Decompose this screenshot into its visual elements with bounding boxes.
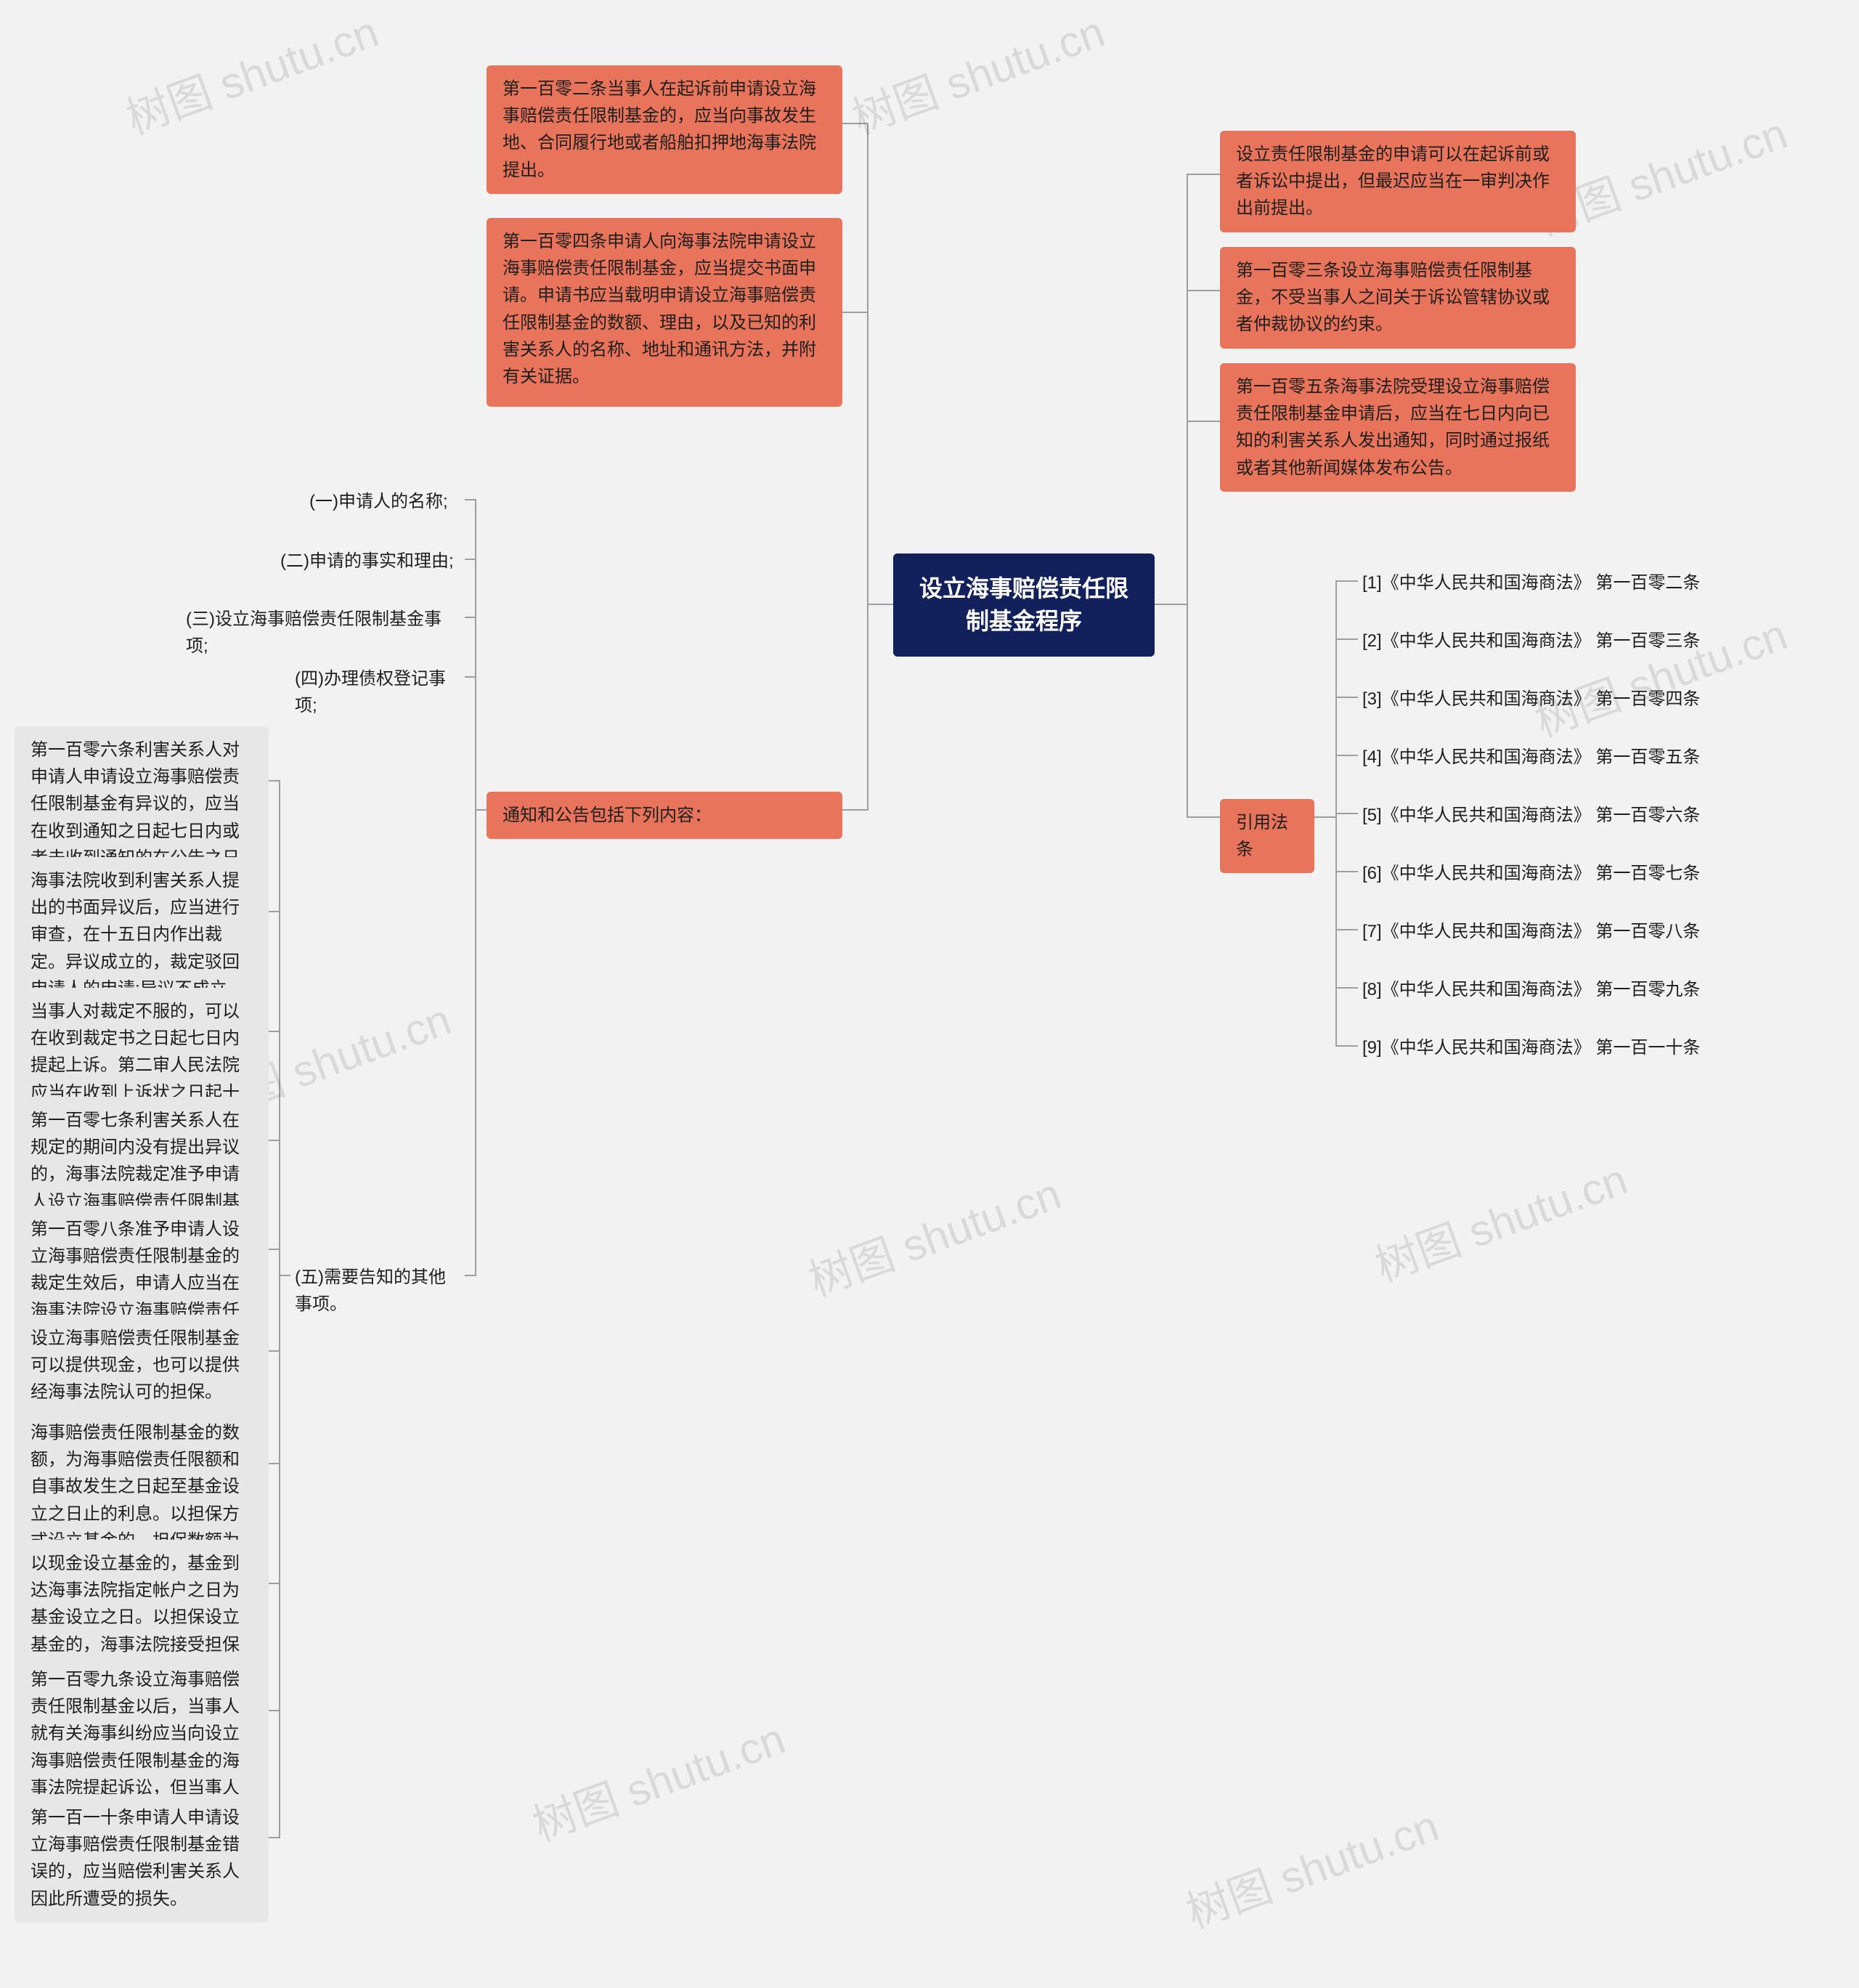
node-C5[interactable]: [5]《中华人民共和国海商法》 第一百零六条 (1358, 799, 1736, 832)
node-C1[interactable]: [1]《中华人民共和国海商法》 第一百零二条 (1358, 567, 1736, 599)
node-C7[interactable]: [7]《中华人民共和国海商法》 第一百零八条 (1358, 915, 1736, 948)
mindmap-canvas: 树图 shutu.cn 树图 shutu.cn 树图 shutu.cn 树图 shut… (0, 0, 1859, 1988)
node-C3[interactable]: [3]《中华人民共和国海商法》 第一百零四条 (1358, 683, 1736, 715)
node-R3[interactable]: 第一百零五条海事法院受理设立海事赔偿责任限制基金申请后，应当在七日内向已知的利害… (1220, 363, 1576, 492)
node-C2[interactable]: [2]《中华人民共和国海商法》 第一百零三条 (1358, 625, 1736, 657)
node-D10[interactable]: 第一百一十条申请人申请设立海事赔偿责任限制基金错误的，应当赔偿利害关系人因此所遭… (15, 1794, 269, 1923)
root-node[interactable]: 设立海事赔偿责任限制基金程序 (893, 553, 1155, 657)
node-R2[interactable]: 第一百零三条设立海事赔偿责任限制基金，不受当事人之间关于诉讼管辖协议或者仲裁协议… (1220, 247, 1576, 349)
node-D6[interactable]: 设立海事赔偿责任限制基金可以提供现金，也可以提供经海事法院认可的担保。 (15, 1315, 269, 1416)
node-L2[interactable]: 第一百零四条申请人向海事法院申请设立海事赔偿责任限制基金，应当提交书面申请。申请… (487, 218, 842, 407)
node-C9[interactable]: [9]《中华人民共和国海商法》 第一百一十条 (1358, 1031, 1736, 1064)
watermark: 树图 shutu.cn (1176, 1791, 1446, 1941)
node-LC4[interactable]: (四)办理债权登记事项; (290, 662, 465, 722)
watermark: 树图 shutu.cn (1525, 600, 1794, 750)
watermark: 树图 shutu.cn (116, 0, 386, 147)
node-C6[interactable]: [6]《中华人民共和国海商法》 第一百零七条 (1358, 857, 1736, 890)
node-L1[interactable]: 第一百零二条当事人在起诉前申请设立海事赔偿责任限制基金的，应当向事故发生地、合同… (487, 65, 842, 194)
node-LC[interactable]: 通知和公告包括下列内容： (487, 792, 842, 839)
node-RC[interactable]: 引用法条 (1220, 799, 1314, 873)
watermark: 树图 shutu.cn (799, 1159, 1068, 1309)
node-R1[interactable]: 设立责任限制基金的申请可以在起诉前或者诉讼中提出，但最迟应当在一审判决作出前提出… (1220, 131, 1576, 232)
node-LC2[interactable]: (二)申请的事实和理由; (276, 545, 465, 577)
watermark: 树图 shutu.cn (1365, 1145, 1635, 1294)
watermark: 树图 shutu.cn (523, 1704, 792, 1854)
node-C4[interactable]: [4]《中华人民共和国海商法》 第一百零五条 (1358, 741, 1736, 774)
node-LC3[interactable]: (三)设立海事赔偿责任限制基金事项; (182, 603, 465, 662)
watermark: 树图 shutu.cn (842, 0, 1112, 147)
node-C8[interactable]: [8]《中华人民共和国海商法》 第一百零九条 (1358, 973, 1736, 1006)
node-LC5[interactable]: (五)需要告知的其他事项。 (290, 1261, 465, 1320)
node-LC1[interactable]: (一)申请人的名称; (305, 485, 465, 518)
